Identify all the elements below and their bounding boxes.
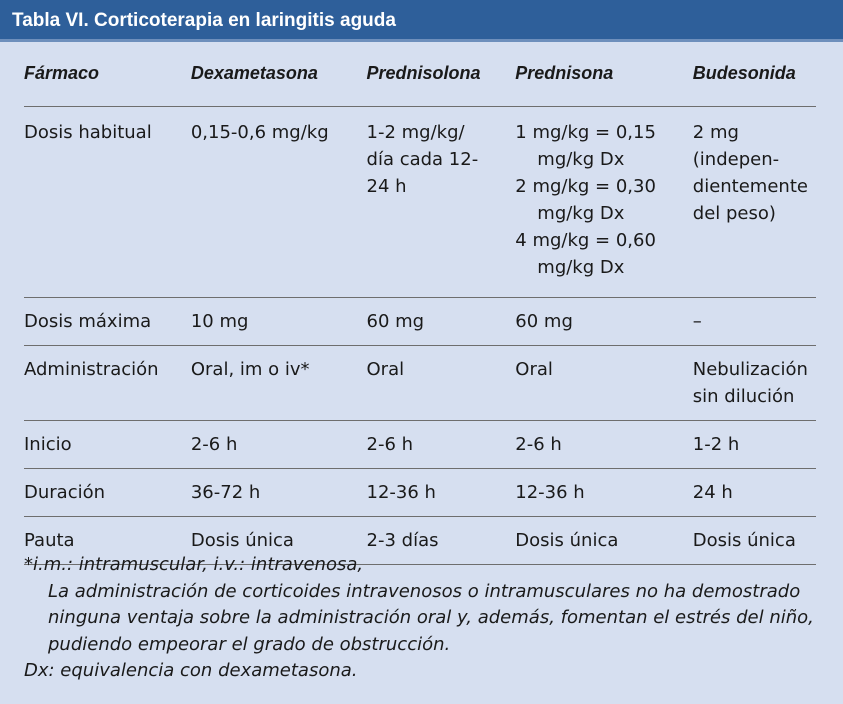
table-cell: Dosis única [515,516,693,565]
table-cell: 2 mg (indepen- dientemente del peso) [692,106,816,298]
table-cell: – [692,297,816,346]
table-cell: 2-6 h [190,420,367,469]
table-row: Administración Oral, im o iv* Oral Oral … [24,345,816,421]
prednisona-dose-line: 1 mg/kg = 0,15 mg/kg Dx [515,122,656,170]
corticotherapy-table: Fármaco Dexametasona Prednisolona Predni… [24,58,816,565]
table-cell: 60 mg [515,297,693,346]
table-cell: 1-2 mg/kg/ día cada 12- 24 h [366,106,516,298]
table-cell: 12-36 h [515,468,693,517]
header-farmaco: Fármaco [24,58,191,107]
table-cell: Oral [515,345,693,421]
table-row: Dosis habitual 0,15-0,6 mg/kg 1-2 mg/kg/… [24,106,816,298]
prednisona-dose-line: 4 mg/kg = 0,60 mg/kg Dx [515,230,656,278]
row-label: Dosis máxima [24,297,191,346]
table-row: Duración 36-72 h 12-36 h 12-36 h 24 h [24,468,816,517]
table-footnotes: *i.m.: intramuscular, i.v.: intravenosa,… [24,552,824,685]
table-cell: 2-6 h [366,420,516,469]
table-cell: 2-6 h [515,420,693,469]
table-cell: Dosis única [692,516,816,565]
table-cell: Nebulización sin dilución [692,345,816,421]
header-prednisolona: Prednisolona [366,58,516,107]
table-cell: Oral, im o iv* [190,345,367,421]
footnote-administration: La administración de corticoides intrave… [48,580,814,655]
row-label: Inicio [24,420,191,469]
row-label: Dosis habitual [24,106,191,298]
table-cell: 36-72 h [190,468,367,517]
footnote-abbreviations: *i.m.: intramuscular, i.v.: intravenosa, [24,554,364,575]
table-cell: 24 h [692,468,816,517]
table-cell: Dosis única [190,516,367,565]
header-prednisona: Prednisona [515,58,693,107]
header-row: Fármaco Dexametasona Prednisolona Predni… [24,58,816,107]
table-cell: 1-2 h [692,420,816,469]
table-row: Inicio 2-6 h 2-6 h 2-6 h 1-2 h [24,420,816,469]
row-label: Duración [24,468,191,517]
table-title: Tabla VI. Corticoterapia en laringitis a… [0,0,843,42]
footnote-dx: Dx: equivalencia con dexametasona. [24,660,358,681]
row-label: Pauta [24,516,191,565]
table-cell: 60 mg [366,297,516,346]
table-cell: 10 mg [190,297,367,346]
table-cell: 12-36 h [366,468,516,517]
table-row: Pauta Dosis única 2-3 días Dosis única D… [24,516,816,565]
table-cell: 2-3 días [366,516,516,565]
header-budesonida: Budesonida [692,58,816,107]
table-row: Dosis máxima 10 mg 60 mg 60 mg – [24,297,816,346]
table-cell: 0,15-0,6 mg/kg [190,106,367,298]
header-dexametasona: Dexametasona [190,58,367,107]
table-cell: Oral [366,345,516,421]
table-cell: 1 mg/kg = 0,15 mg/kg Dx 2 mg/kg = 0,30 m… [515,106,693,298]
row-label: Administración [24,345,191,421]
prednisona-dose-line: 2 mg/kg = 0,30 mg/kg Dx [515,176,656,224]
